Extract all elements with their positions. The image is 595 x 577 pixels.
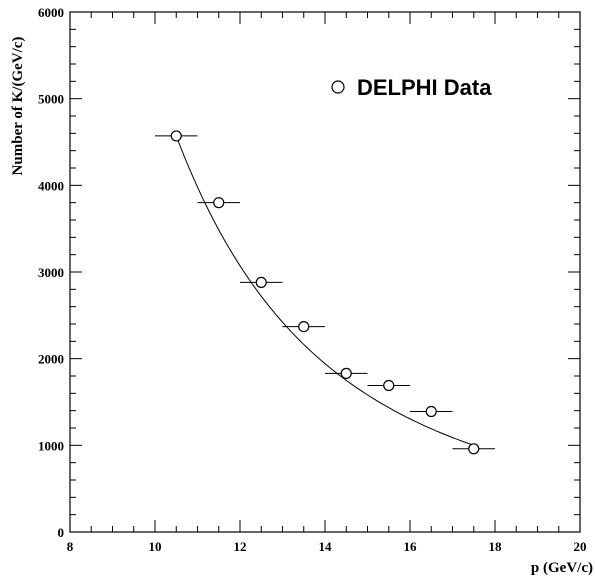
legend-marker	[331, 80, 345, 94]
x-axis-title: p (GeV/c)	[531, 560, 593, 576]
plot-frame	[69, 11, 581, 533]
x-axis-tick-labels: 8 10 12 14 16 18 20	[67, 539, 587, 554]
data-marker	[425, 405, 437, 418]
data-marker	[213, 197, 225, 209]
data-points	[155, 130, 495, 455]
y-axis-title: Number of K/(GeV/c)	[10, 37, 26, 176]
y-tick-label: 1000	[38, 438, 64, 453]
y-tick-label: 0	[58, 525, 65, 540]
data-point	[325, 367, 368, 379]
data-point	[410, 405, 453, 418]
data-point	[240, 276, 283, 288]
y-tick-label: 5000	[38, 92, 64, 107]
data-point	[367, 379, 410, 392]
x-tick-label: 20	[574, 539, 587, 554]
data-point	[197, 197, 240, 209]
x-axis-ticks	[69, 12, 581, 532]
data-point	[155, 130, 198, 142]
y-tick-label: 3000	[38, 265, 64, 280]
data-marker	[170, 130, 182, 142]
fit-curve	[175, 135, 474, 446]
legend-label: DELPHI Data	[357, 75, 492, 100]
legend: DELPHI Data	[331, 75, 492, 100]
x-tick-label: 10	[149, 539, 162, 554]
x-tick-label: 16	[404, 539, 418, 554]
data-marker	[340, 367, 352, 379]
data-point	[452, 443, 495, 455]
data-point	[282, 321, 325, 333]
x-tick-label: 18	[489, 539, 503, 554]
y-tick-label: 4000	[38, 178, 64, 193]
data-marker	[383, 379, 395, 392]
data-marker	[468, 443, 480, 455]
plot-area-border	[69, 11, 581, 533]
data-marker	[298, 321, 310, 333]
data-marker	[255, 276, 267, 288]
y-tick-label: 6000	[38, 5, 64, 20]
x-tick-label: 8	[67, 539, 74, 554]
x-tick-label: 14	[319, 539, 333, 554]
y-axis-tick-labels: 0 1000 2000 3000 4000 5000 6000	[38, 5, 64, 540]
x-tick-label: 12	[234, 539, 247, 554]
y-axis-ticks	[70, 11, 580, 533]
y-tick-label: 2000	[38, 352, 64, 367]
